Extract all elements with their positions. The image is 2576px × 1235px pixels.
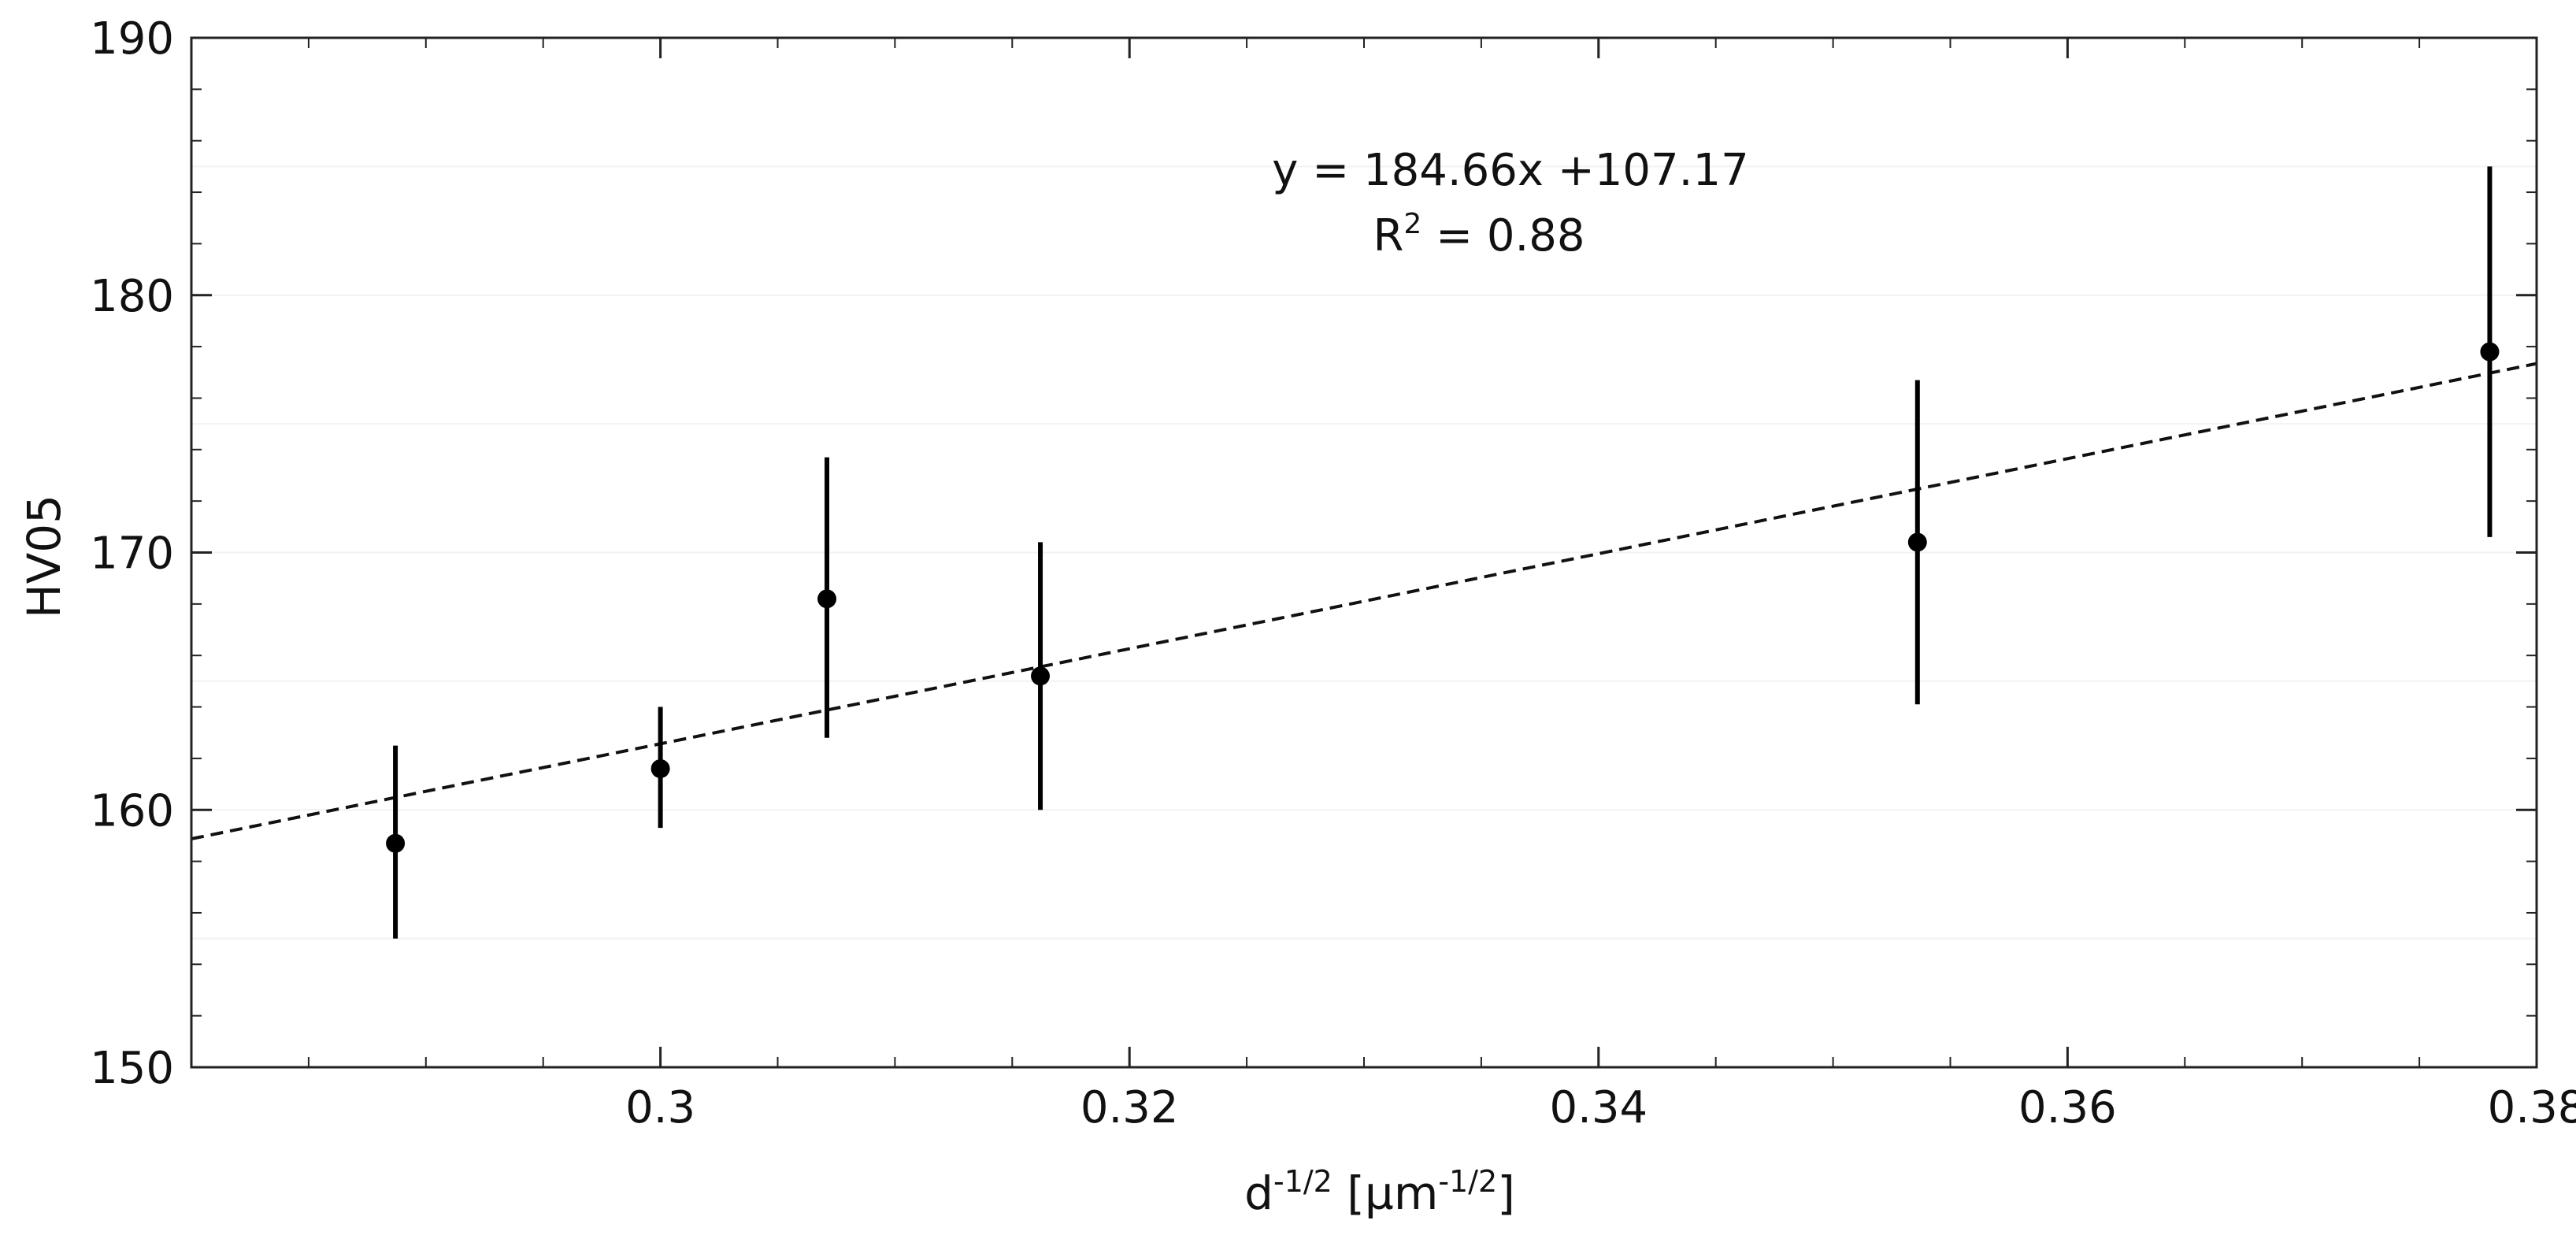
x-tick-label: 0.34 [1549,1082,1648,1133]
x-axis-unit-pre: [µm [1332,1166,1438,1220]
data-point [1907,532,1927,552]
x-tick-label: 0.32 [1080,1082,1179,1133]
y-tick-label: 180 [90,271,174,322]
x-tick-label: 0.38 [2488,1082,2576,1133]
fit-equation: y = 184.66x +107.17 [1272,145,1748,196]
plot-area [191,166,2537,939]
x-axis-base: d [1244,1166,1273,1220]
data-point [386,833,406,853]
y-axis-title: HV05 [17,495,71,618]
r2-rest: = 0.88 [1421,210,1585,261]
x-axis-exp: -1/2 [1273,1164,1332,1199]
x-tick-label: 0.36 [2018,1082,2117,1133]
fit-line [191,362,2537,840]
x-axis-unit-post: ] [1497,1166,1515,1220]
r2-exp: 2 [1403,208,1421,240]
data-point [817,589,837,609]
x-axis-title: d-1/2 [µm-1/2] [1244,1164,1515,1220]
axis-ticks: 0.3 0.32 0.34 0.36 0.38 150 160 170 180 190 [90,13,2576,1133]
y-tick-label: 190 [90,13,174,65]
x-tick-label: 0.3 [625,1082,695,1133]
x-axis-unit-exp: -1/2 [1438,1164,1497,1199]
fit-r-squared: R2 = 0.88 [1373,208,1585,261]
y-tick-label: 170 [90,528,174,580]
data-point [650,758,670,778]
faint-grid [191,165,2537,940]
data-point [2480,342,2500,362]
y-tick-label: 160 [90,785,174,836]
y-tick-label: 150 [90,1043,174,1094]
r2-base: R [1373,210,1403,261]
data-point [1031,666,1051,686]
